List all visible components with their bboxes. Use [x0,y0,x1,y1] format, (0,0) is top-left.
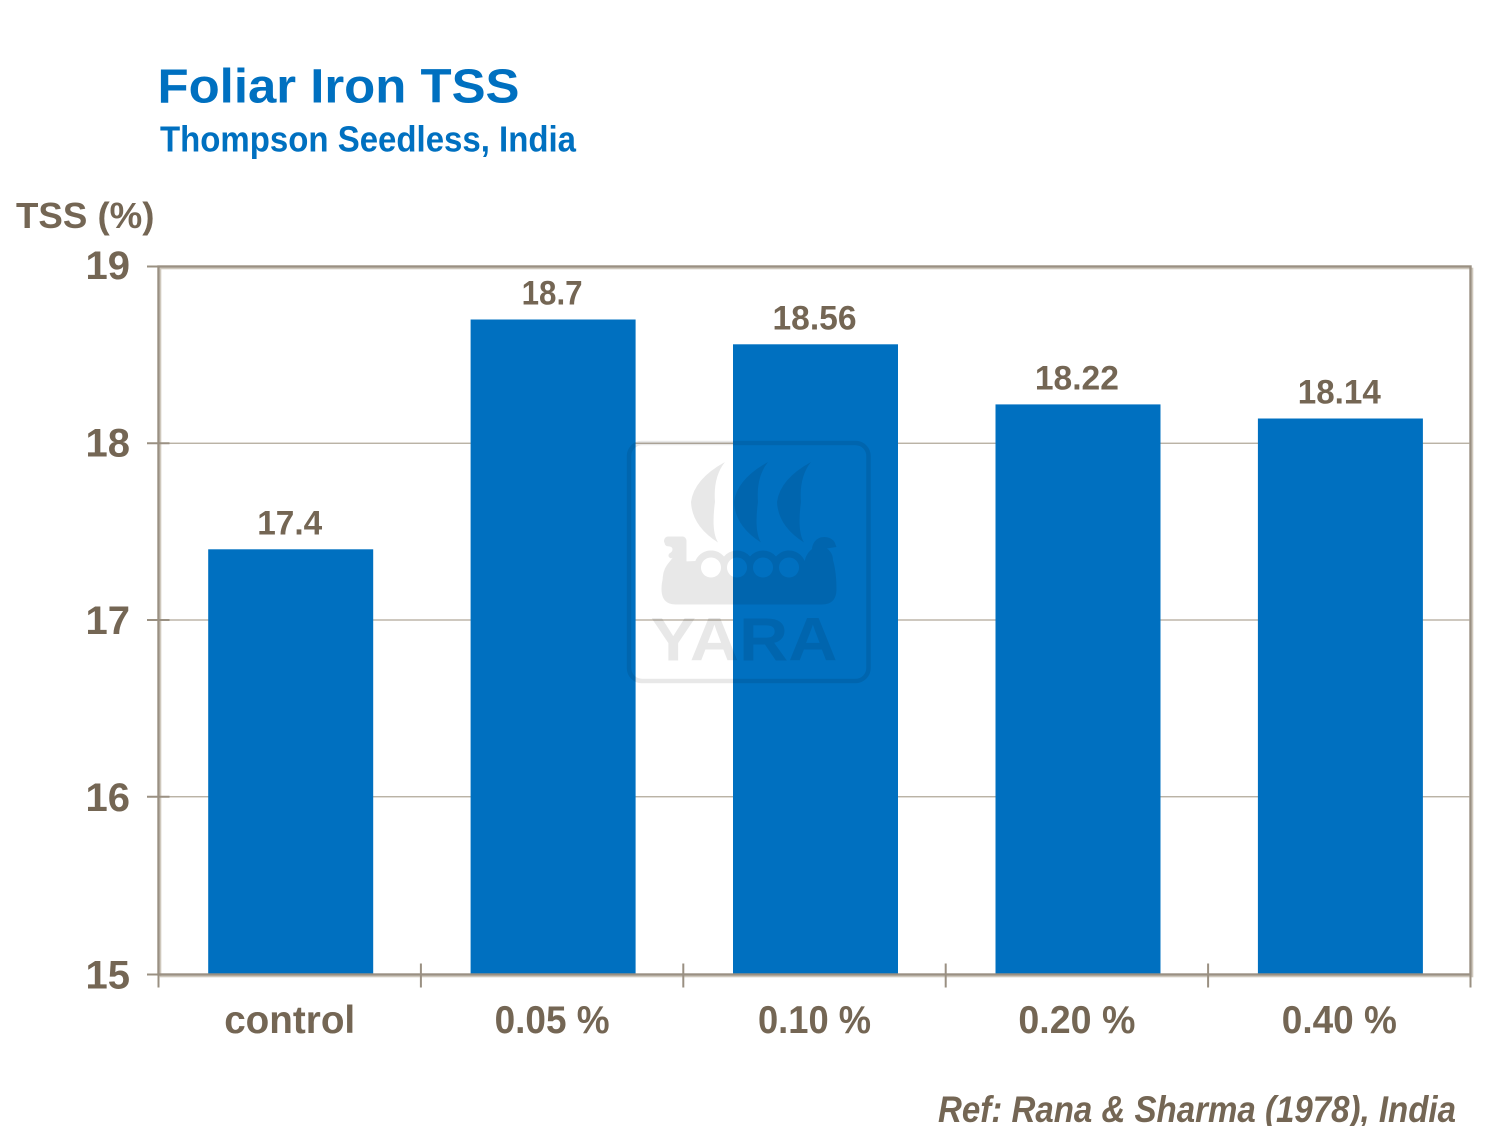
svg-text:0.05 %: 0.05 % [495,999,610,1042]
svg-text:Foliar Iron TSS: Foliar Iron TSS [158,61,520,114]
svg-text:17: 17 [86,599,131,643]
svg-text:0.20 %: 0.20 % [1018,999,1135,1042]
svg-text:18.7: 18.7 [522,275,583,313]
svg-text:Ref: Rana & Sharma (1978), Ind: Ref: Rana & Sharma (1978), India [938,1089,1456,1126]
svg-text:15: 15 [86,954,131,998]
svg-text:18.14: 18.14 [1298,374,1381,412]
svg-text:control: control [224,999,355,1042]
svg-text:Thompson Seedless, India: Thompson Seedless, India [160,119,577,160]
svg-text:0.40 %: 0.40 % [1282,999,1397,1042]
svg-text:18.22: 18.22 [1035,359,1119,397]
svg-text:17.4: 17.4 [257,504,322,542]
svg-text:0.10 %: 0.10 % [758,999,871,1042]
svg-text:16: 16 [86,776,131,820]
svg-text:TSS (%): TSS (%) [16,195,155,236]
svg-text:YARA: YARA [651,606,838,674]
svg-text:18: 18 [86,422,131,466]
svg-text:18.56: 18.56 [773,299,857,337]
svg-text:19: 19 [86,244,131,288]
